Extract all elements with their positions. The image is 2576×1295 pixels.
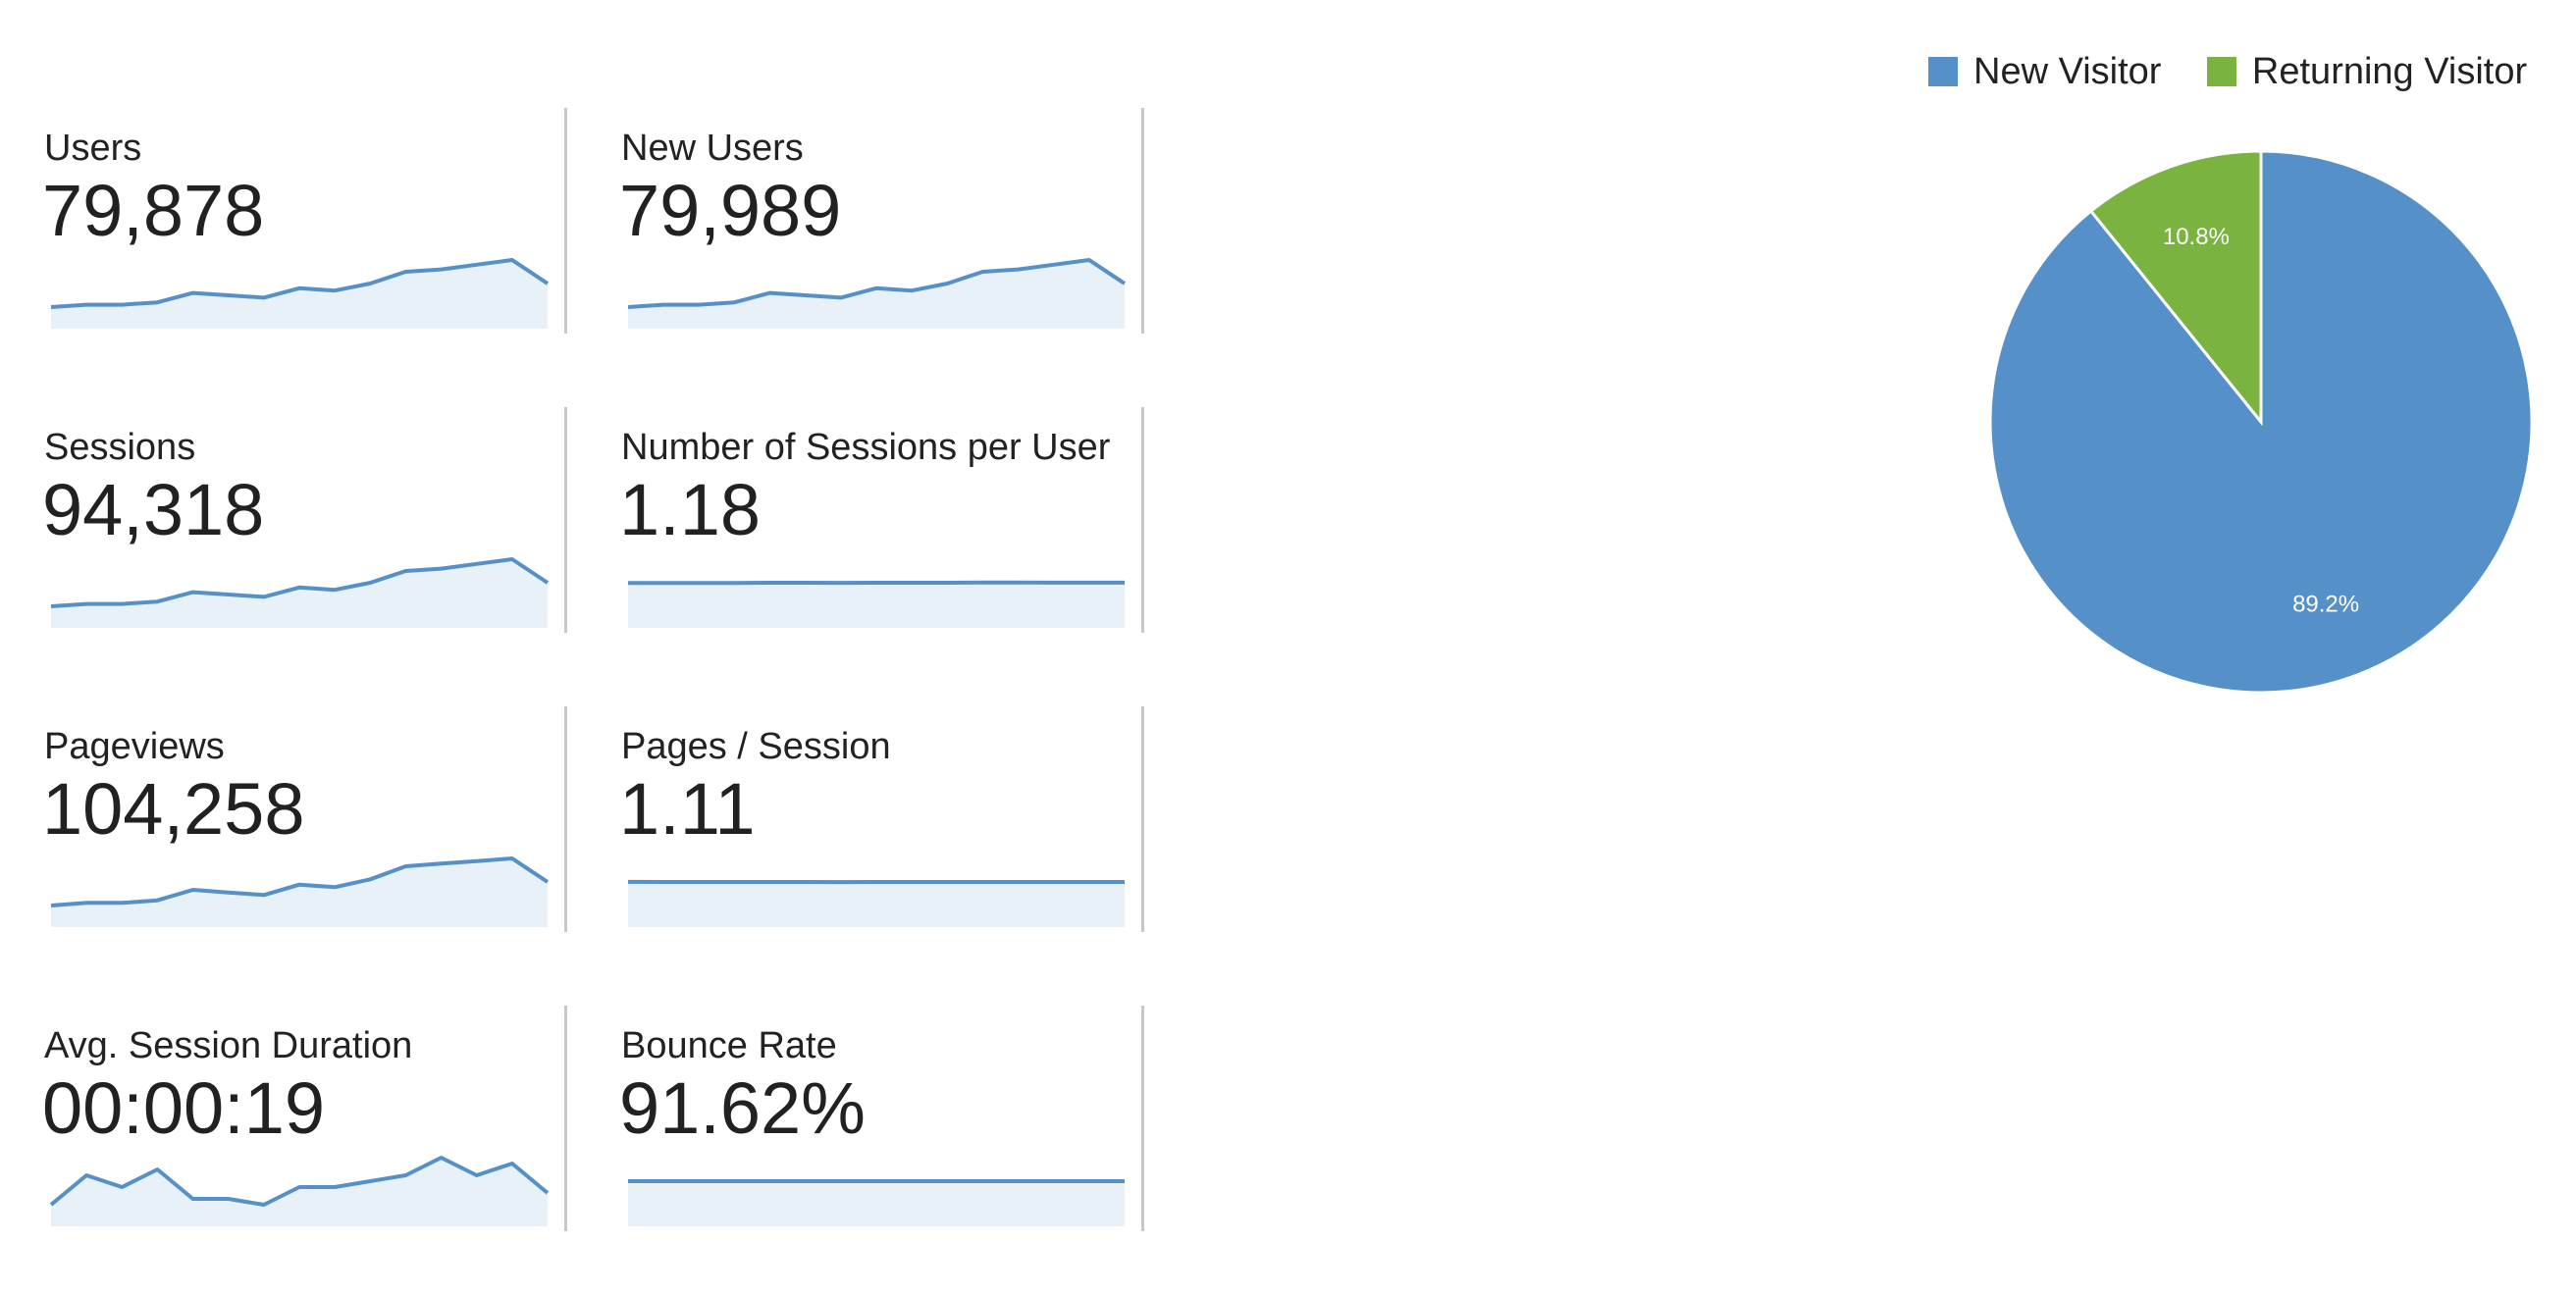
legend-item-returning-visitor[interactable]: Returning Visitor [2206, 51, 2528, 93]
metric-users[interactable]: Users 79,878 [0, 108, 567, 334]
sparkline [628, 1179, 1125, 1226]
metric-label: Sessions [44, 427, 196, 468]
metric-value: 91.62% [619, 1067, 866, 1149]
legend-item-new-visitor[interactable]: New Visitor [1928, 51, 2161, 93]
sparkline-line [627, 258, 1127, 309]
sparkline-area [51, 559, 548, 628]
sparkline-line [49, 1156, 550, 1207]
sparkline-area [628, 881, 1125, 927]
sparkline-line [50, 557, 550, 608]
sparkline [628, 580, 1125, 628]
sparkline-line [50, 856, 550, 907]
sparkline [50, 856, 550, 927]
metric-value: 00:00:19 [42, 1067, 326, 1149]
metric-label: Bounce Rate [621, 1025, 837, 1066]
pie-slice-label: 10.8% [2163, 224, 2230, 250]
metric-label: Number of Sessions per User [621, 427, 1111, 468]
metric-value: 1.18 [619, 469, 762, 550]
sparkline [49, 1156, 550, 1226]
pie-slice-label: 89.2% [2292, 592, 2359, 618]
sparkline-area [51, 858, 548, 927]
sparkline-area [628, 1181, 1125, 1226]
metric-label: Users [44, 128, 142, 169]
metric-new-users[interactable]: New Users 79,989 [577, 108, 1144, 334]
metric-avg-session-duration[interactable]: Avg. Session Duration 00:00:19 [0, 1006, 567, 1231]
pie-chart: 89.2% 10.8% [1988, 149, 2534, 695]
pie-chart-container: 89.2% 10.8% [1865, 29, 2551, 716]
pie-legend: New Visitor Returning Visitor [1928, 51, 2527, 100]
metric-pageviews[interactable]: Pageviews 104,258 [0, 706, 567, 932]
metric-label: Avg. Session Duration [44, 1025, 413, 1066]
sparkline-area [51, 260, 548, 329]
sparkline [627, 879, 1125, 927]
sparkline-area [51, 1158, 548, 1226]
sparkline [50, 258, 550, 329]
sparkline [627, 258, 1127, 329]
sparkline [50, 557, 550, 628]
metric-value: 104,258 [42, 768, 305, 850]
metric-value: 1.11 [619, 768, 756, 850]
scorecard-grid: Users 79,878 New Users 79,989 Sessions 9… [0, 0, 1178, 1295]
legend-swatch [1928, 57, 1958, 86]
metric-label: Pages / Session [621, 726, 891, 767]
metric-value: 94,318 [42, 469, 265, 550]
sparkline-area [628, 260, 1125, 329]
pie-slice-returning-visitor[interactable] [2088, 149, 2263, 427]
metric-value: 79,878 [42, 170, 265, 251]
metric-label: Pageviews [44, 726, 225, 767]
legend-label: New Visitor [1973, 51, 2162, 92]
metric-label: New Users [621, 128, 804, 169]
metric-pages-per-session[interactable]: Pages / Session 1.11 [577, 706, 1144, 932]
sparkline-area [628, 582, 1125, 628]
metric-sessions[interactable]: Sessions 94,318 [0, 407, 567, 633]
metric-sessions-per-user[interactable]: Number of Sessions per User 1.18 [577, 407, 1144, 633]
legend-swatch [2206, 57, 2236, 86]
legend-label: Returning Visitor [2251, 51, 2528, 92]
metric-bounce-rate[interactable]: Bounce Rate 91.62% [577, 1006, 1144, 1231]
metric-value: 79,989 [619, 170, 842, 251]
sparkline-line [50, 258, 550, 309]
